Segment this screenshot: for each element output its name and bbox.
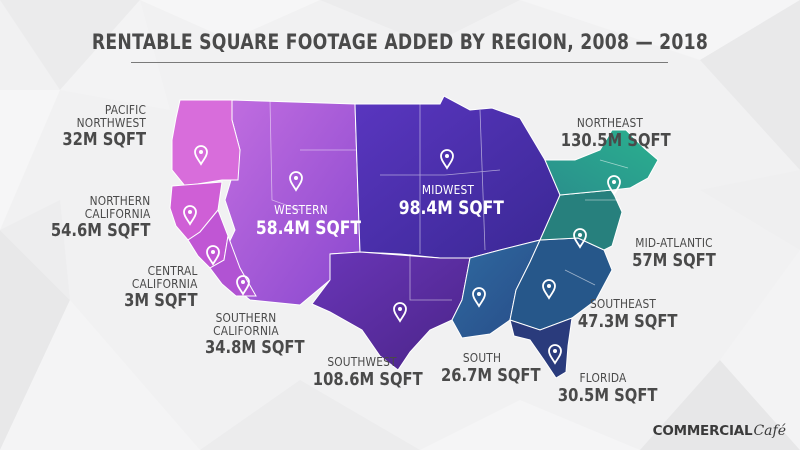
region-label-south: SOUTH 26.7M SQFT: [432, 350, 541, 386]
region-value: 47.3M SQFT: [577, 310, 678, 332]
region-name: SOUTH: [462, 350, 502, 365]
page-title: RENTABLE SQUARE FOOTAGE ADDED BY REGION,…: [91, 30, 709, 54]
region-northeast[interactable]: [544, 129, 659, 196]
region-value: 34.8M SQFT: [205, 337, 305, 358]
map-pin-icon[interactable]: [607, 175, 621, 196]
map-pin-icon[interactable]: [289, 171, 303, 192]
region-name: NORTHWEST: [76, 114, 146, 130]
region-name: NORTHERN: [89, 193, 150, 208]
map-pin-icon[interactable]: [393, 302, 407, 323]
title-underline: [131, 62, 668, 63]
region-name: MID-ATLANTIC: [635, 235, 713, 250]
region-label-southeast: SOUTHEAST 47.3M SQFT: [568, 296, 678, 332]
region-name: CENTRAL: [148, 263, 198, 278]
region-label-pacific-northwest: PACIFIC NORTHWEST 32M SQFT: [44, 102, 146, 150]
state-borders: [269, 99, 629, 301]
region-name: CALIFORNIA: [84, 205, 150, 221]
region-pacific-northwest[interactable]: [171, 99, 241, 187]
region-name: SOUTHWEST: [327, 354, 397, 369]
region-midwest[interactable]: [354, 95, 561, 259]
region-name: PACIFIC: [104, 102, 146, 117]
brand-logo: COMMERCIALCafé: [652, 423, 786, 439]
region-value: 108.6M SQFT: [312, 368, 423, 390]
map-pin-icon[interactable]: [440, 149, 454, 170]
region-value: 57M SQFT: [632, 249, 716, 271]
region-value: 130.5M SQFT: [560, 129, 671, 151]
map-pin-icon[interactable]: [542, 279, 556, 300]
region-label-western: WESTERN 58.4M SQFT: [246, 202, 362, 239]
region-name: SOUTHEAST: [589, 296, 657, 311]
map-pin-icon[interactable]: [183, 205, 197, 226]
region-value: 54.6M SQFT: [50, 220, 150, 241]
region-value: 30.5M SQFT: [557, 384, 658, 406]
region-name: WESTERN: [274, 202, 328, 217]
map-pin-icon[interactable]: [573, 228, 587, 249]
map-pin-icon[interactable]: [206, 245, 220, 266]
map-pin-icon[interactable]: [194, 145, 208, 166]
region-label-southern-california: SOUTHERN CALIFORNIA 34.8M SQFT: [196, 310, 305, 358]
map-pin-icon[interactable]: [236, 275, 250, 296]
region-value: 3M SQFT: [124, 290, 198, 311]
region-name: CALIFORNIA: [132, 275, 198, 291]
region-label-northeast: NORTHEAST 130.5M SQFT: [550, 115, 671, 151]
region-label-northern-california: NORTHERN CALIFORNIA 54.6M SQFT: [29, 193, 150, 241]
region-name: MIDWEST: [421, 182, 475, 197]
region-name: SOUTHERN: [215, 310, 277, 325]
region-florida[interactable]: [509, 317, 573, 379]
region-label-southwest: SOUTHWEST 108.6M SQFT: [302, 354, 423, 390]
region-label-mid-atlantic: MID-ATLANTIC 57M SQFT: [614, 235, 734, 271]
region-name: FLORIDA: [579, 370, 627, 385]
region-label-florida: FLORIDA 30.5M SQFT: [548, 370, 658, 406]
region-label-midwest: MIDWEST 98.4M SQFT: [388, 182, 508, 219]
region-value: 26.7M SQFT: [441, 364, 541, 386]
map-pin-icon[interactable]: [548, 344, 562, 365]
region-value: 58.4M SQFT: [255, 216, 362, 239]
region-value: 32M SQFT: [62, 129, 146, 150]
region-name: CALIFORNIA: [213, 322, 279, 338]
region-value: 98.4M SQFT: [398, 196, 504, 219]
region-label-central-california: CENTRAL CALIFORNIA 3M SQFT: [108, 263, 198, 311]
region-name: NORTHEAST: [576, 115, 644, 130]
map-pin-icon[interactable]: [472, 287, 486, 308]
